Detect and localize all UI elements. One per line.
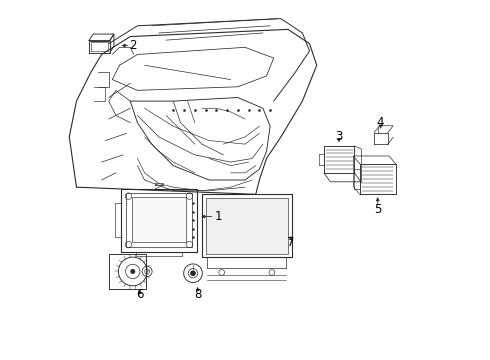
Text: 8: 8	[194, 288, 201, 301]
FancyBboxPatch shape	[122, 189, 196, 252]
FancyBboxPatch shape	[202, 194, 292, 257]
Text: 6: 6	[136, 288, 144, 301]
Circle shape	[191, 271, 195, 275]
Text: 3: 3	[335, 130, 343, 143]
Text: 7: 7	[287, 236, 294, 249]
Text: 1: 1	[214, 210, 222, 223]
Text: 2: 2	[129, 39, 137, 52]
FancyBboxPatch shape	[125, 193, 192, 247]
Text: 4: 4	[377, 116, 384, 129]
FancyBboxPatch shape	[132, 197, 186, 242]
FancyBboxPatch shape	[205, 198, 288, 253]
Text: 5: 5	[374, 203, 381, 216]
Circle shape	[131, 270, 135, 273]
